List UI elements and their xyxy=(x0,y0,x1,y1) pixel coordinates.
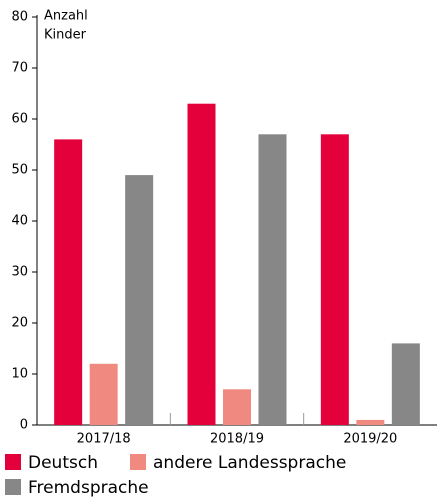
y-axis-label: Kinder xyxy=(44,28,87,43)
y-tick-label: 60 xyxy=(11,112,28,127)
legend-swatch xyxy=(5,454,21,470)
y-tick-label: 70 xyxy=(11,61,28,76)
x-tick-label: 2017/18 xyxy=(77,432,131,447)
bar xyxy=(125,175,154,425)
y-axis-label: Anzahl xyxy=(44,9,88,24)
bar xyxy=(223,389,251,425)
bar xyxy=(54,139,83,425)
legend-swatch xyxy=(130,454,146,470)
bar xyxy=(187,103,216,425)
y-tick-label: 20 xyxy=(11,316,28,331)
y-tick-label: 50 xyxy=(11,163,28,178)
bar xyxy=(320,134,349,426)
y-tick-label: 40 xyxy=(11,214,28,229)
bar xyxy=(89,363,118,425)
bar xyxy=(258,134,287,426)
x-tick-label: 2018/19 xyxy=(210,432,264,447)
legend-label: andere Landessprache xyxy=(153,453,346,473)
x-tick-label: 2019/20 xyxy=(343,432,397,447)
bar xyxy=(391,343,420,425)
legend-label: Fremdsprache xyxy=(28,478,149,498)
legend-swatch xyxy=(5,479,21,495)
y-tick-label: 30 xyxy=(11,265,28,280)
y-tick-label: 10 xyxy=(11,367,28,382)
bar xyxy=(356,419,385,425)
y-tick-label: 0 xyxy=(20,418,28,433)
legend-label: Deutsch xyxy=(28,453,98,473)
y-tick-label: 80 xyxy=(11,10,28,25)
